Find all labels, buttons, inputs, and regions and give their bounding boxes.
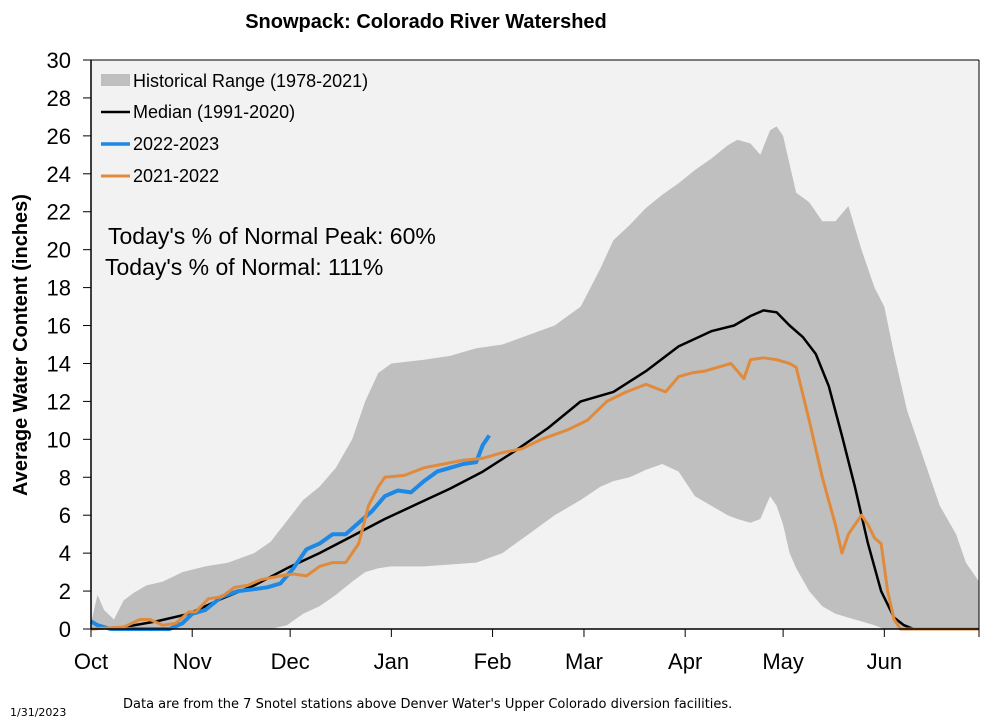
y-axis-label: Average Water Content (inches) (10, 194, 32, 496)
y-tick-label: 16 (47, 314, 71, 339)
annotation-pct-normal: Today's % of Normal: 111% (105, 254, 383, 280)
y-tick-label: 14 (47, 351, 71, 376)
series-line-2021-2022 (90, 356, 979, 631)
y-tick-label: 20 (47, 238, 71, 263)
y-tick-label: 28 (47, 86, 71, 111)
y-tick-label: 6 (59, 503, 71, 528)
x-tick-label: Dec (271, 649, 310, 674)
y-tick-label: 12 (47, 389, 71, 414)
legend: Historical Range (1978-2021) Median (199… (101, 71, 368, 186)
chart-title: Snowpack: Colorado River Watershed (245, 11, 607, 33)
series-line-median-1991-2020 (90, 309, 979, 631)
x-tick-label: Jan (374, 649, 409, 674)
y-tick-label: 30 (47, 48, 71, 73)
historical-range-band (91, 126, 979, 630)
y-tick-label: 2 (59, 579, 71, 604)
y-tick-label: 8 (59, 465, 71, 490)
y-tick-label: 24 (47, 162, 71, 187)
x-tick-label: Feb (474, 649, 512, 674)
legend-label-2021-2022: 2021-2022 (133, 166, 219, 186)
legend-label-median: Median (1991-2020) (133, 102, 295, 122)
legend-label-2022-2023: 2022-2023 (133, 134, 219, 154)
y-tick-label: 0 (59, 617, 71, 642)
y-tick-label: 18 (47, 276, 71, 301)
x-tick-label: Nov (173, 649, 212, 674)
legend-label-range: Historical Range (1978-2021) (133, 71, 368, 91)
y-tick-label: 10 (47, 427, 71, 452)
x-tick-label: May (762, 649, 804, 674)
x-tick-label: Oct (74, 649, 108, 674)
historical-range-layer (91, 126, 979, 630)
x-tick-label: Apr (668, 649, 702, 674)
x-ticks: Oct Nov Dec Jan Feb Mar Apr May Jun (74, 629, 980, 674)
data-source-note: Data are from the 7 Snotel stations abov… (123, 697, 732, 712)
x-tick-label: Mar (565, 649, 603, 674)
legend-swatch-range (101, 74, 130, 86)
annotation-pct-normal-peak: Today's % of Normal Peak: 60% (108, 223, 436, 249)
y-tick-label: 4 (59, 541, 71, 566)
x-tick-label: Jun (867, 649, 902, 674)
y-tick-label: 22 (47, 200, 71, 225)
report-date: 1/31/2023 (10, 706, 66, 719)
axes (90, 59, 980, 630)
y-tick-label: 26 (47, 124, 71, 149)
